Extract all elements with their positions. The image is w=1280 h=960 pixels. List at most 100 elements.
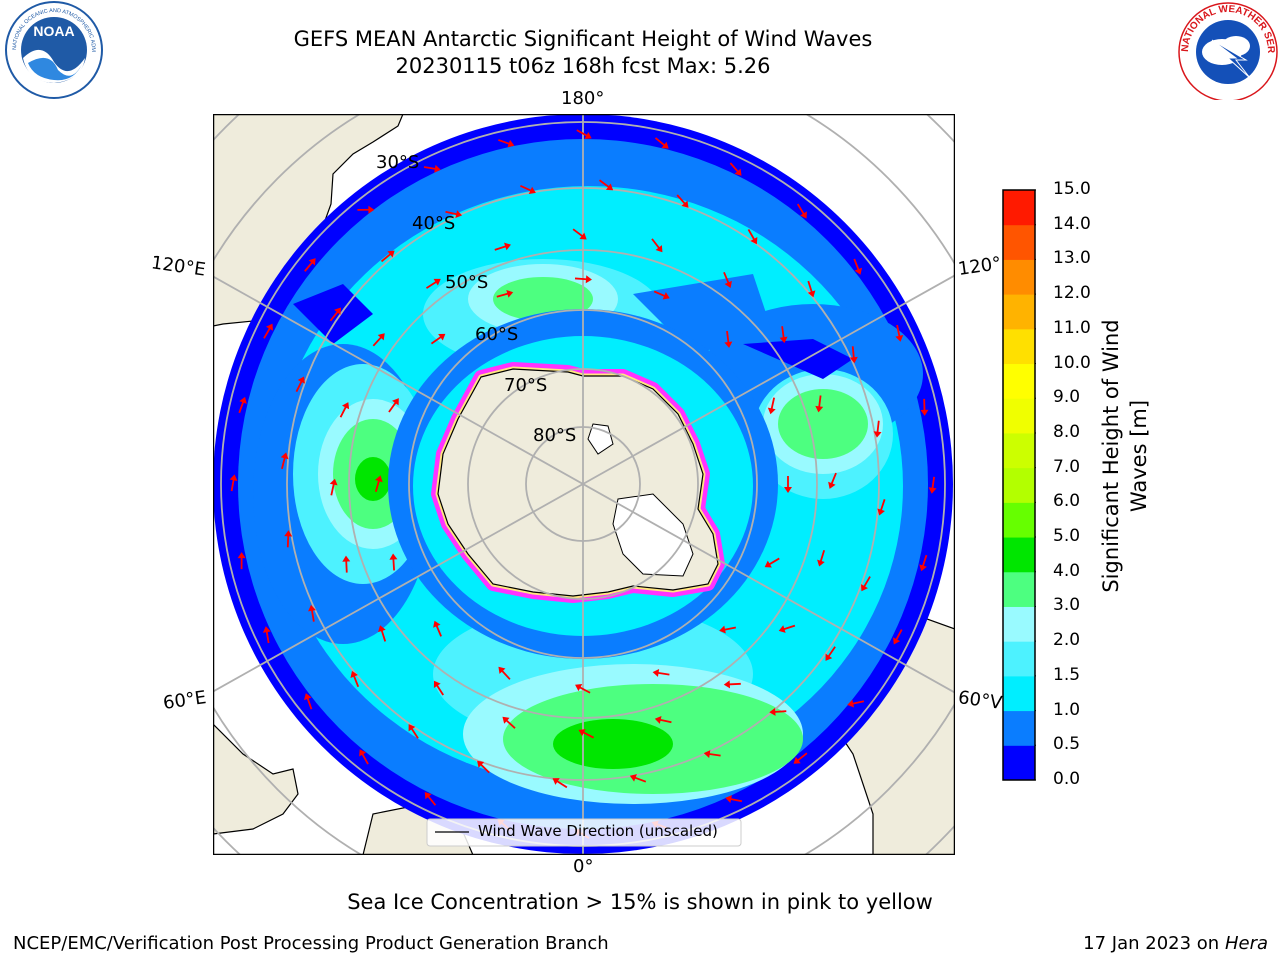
- wave-direction-arrow: [784, 476, 792, 493]
- colorbar-tick-label: 11.0: [1053, 317, 1091, 338]
- wave-direction-arrow: [498, 139, 515, 148]
- wave-direction-arrow: [703, 750, 721, 759]
- wave-direction-arrow: [629, 774, 647, 783]
- wave-direction-arrow: [378, 625, 387, 642]
- colorbar-segment: [1003, 606, 1035, 642]
- colorbar-segment: [1003, 571, 1035, 607]
- colorbar-segment: [1003, 398, 1035, 434]
- graticule: [213, 114, 955, 855]
- colorbar-tick-label: 1.0: [1053, 699, 1081, 720]
- lat-label-80s: 80°S: [533, 425, 577, 446]
- wave-direction-arrow: [725, 795, 743, 804]
- wave-direction-arrow: [424, 792, 437, 806]
- wave-direction-arrow: [654, 716, 672, 724]
- wave-direction-arrow: [572, 228, 587, 240]
- colorbar-tick-label: 9.0: [1053, 387, 1081, 408]
- colorbar-segment: [1003, 224, 1035, 260]
- wave-direction-arrow: [498, 666, 511, 680]
- wave-direction-arrow: [853, 258, 863, 275]
- colorbar-tick-label: 13.0: [1053, 248, 1091, 269]
- wave-direction-arrow: [796, 203, 807, 219]
- wave-direction-arrow: [372, 333, 385, 347]
- wave-direction-arrow: [919, 554, 928, 572]
- wind-wave-arrows: [229, 129, 937, 839]
- wave-direction-arrow: [928, 476, 937, 494]
- lat-label-60s: 60°S: [475, 324, 519, 345]
- colorbar-title-line2: Waves [m]: [1127, 399, 1151, 513]
- colorbar: [1002, 189, 1036, 781]
- wave-direction-arrow: [388, 398, 399, 413]
- wave-direction-arrow: [653, 290, 670, 300]
- wave-direction-arrow: [729, 162, 742, 176]
- wave-direction-arrow: [779, 326, 788, 344]
- wave-direction-arrow: [598, 179, 614, 191]
- colorbar-tick-label: 0.5: [1053, 734, 1081, 755]
- sea-ice-note: Sea Ice Concentration > 15% is shown in …: [347, 890, 933, 914]
- wave-direction-arrow: [723, 271, 732, 288]
- wave-direction-arrow: [920, 398, 929, 416]
- wave-direction-arrow: [552, 778, 568, 789]
- wave-direction-arrow: [496, 289, 514, 298]
- lat-label-50s: 50°S: [445, 272, 489, 293]
- lon-label-0: 0°: [573, 856, 594, 877]
- wave-direction-arrow: [652, 669, 670, 677]
- wave-direction-arrow: [342, 555, 351, 573]
- wave-direction-arrow: [380, 250, 395, 263]
- map-legend: [426, 818, 742, 847]
- colorbar-segment: [1003, 502, 1035, 538]
- wave-direction-arrow: [576, 129, 592, 139]
- wave-direction-arrow: [719, 625, 737, 634]
- wave-direction-arrow: [502, 716, 516, 729]
- wave-direction-arrow: [724, 330, 733, 348]
- wave-direction-arrow: [847, 699, 865, 708]
- colorbar-tick-label: 3.0: [1053, 595, 1081, 616]
- wave-direction-arrow: [877, 499, 886, 516]
- wave-direction-arrow: [350, 670, 360, 688]
- wave-direction-arrow: [849, 346, 858, 364]
- wave-direction-arrow: [676, 194, 689, 208]
- wave-direction-arrow: [817, 549, 826, 567]
- wave-direction-arrow: [339, 402, 350, 418]
- wave-direction-arrow: [374, 475, 383, 492]
- wave-direction-arrow: [263, 323, 273, 339]
- colorbar-tick-label: 12.0: [1053, 283, 1091, 304]
- polar-map: [213, 114, 955, 855]
- wave-direction-arrow: [408, 724, 419, 739]
- colorbar-segment: [1003, 745, 1035, 781]
- colorbar-tick-label: 10.0: [1053, 352, 1091, 373]
- wave-direction-arrow: [815, 395, 824, 413]
- wave-direction-arrow: [425, 278, 441, 289]
- colorbar-tick-label: 5.0: [1053, 526, 1081, 547]
- lon-label-60w: 60°V: [956, 687, 1004, 714]
- wave-direction-arrow: [574, 275, 592, 284]
- wave-direction-arrow: [764, 557, 780, 568]
- lon-label-60e: 60°E: [161, 687, 208, 714]
- footer-org: NCEP/EMC/Verification Post Processing Pr…: [13, 933, 609, 954]
- wave-direction-arrow: [723, 680, 741, 689]
- colorbar-segment: [1003, 537, 1035, 573]
- wave-direction-arrow: [654, 137, 669, 149]
- wave-direction-arrow: [229, 474, 238, 492]
- footer-date-text: 17 Jan 2023 on: [1083, 933, 1225, 954]
- wave-direction-arrow: [767, 397, 776, 415]
- colorbar-segment: [1003, 467, 1035, 503]
- wave-direction-arrow: [828, 472, 837, 489]
- wave-direction-arrow: [895, 324, 904, 342]
- wave-direction-arrow: [237, 552, 246, 570]
- wave-direction-arrow: [494, 242, 511, 251]
- lat-label-70s: 70°S: [504, 375, 548, 396]
- wave-direction-arrow: [575, 684, 591, 694]
- wave-direction-arrow: [329, 307, 341, 322]
- lat-label-30s: 30°S: [376, 152, 420, 173]
- colorbar-title: Significant Height of Wind Waves [m]: [1097, 286, 1153, 626]
- colorbar-segment: [1003, 710, 1035, 746]
- colorbar-tick-label: 0.0: [1053, 769, 1081, 789]
- wave-direction-arrow: [389, 553, 398, 571]
- svg-text:NOAA: NOAA: [33, 23, 74, 39]
- colorbar-border: [1002, 189, 1036, 781]
- wave-direction-arrow: [807, 280, 816, 298]
- colorbar-tick-label: 4.0: [1053, 560, 1081, 581]
- footer-date: 17 Jan 2023 on Hera: [1083, 933, 1268, 954]
- wave-direction-arrow: [520, 184, 536, 194]
- nws-logo: NATIONAL WEATHER SERVICE: [1176, 0, 1278, 100]
